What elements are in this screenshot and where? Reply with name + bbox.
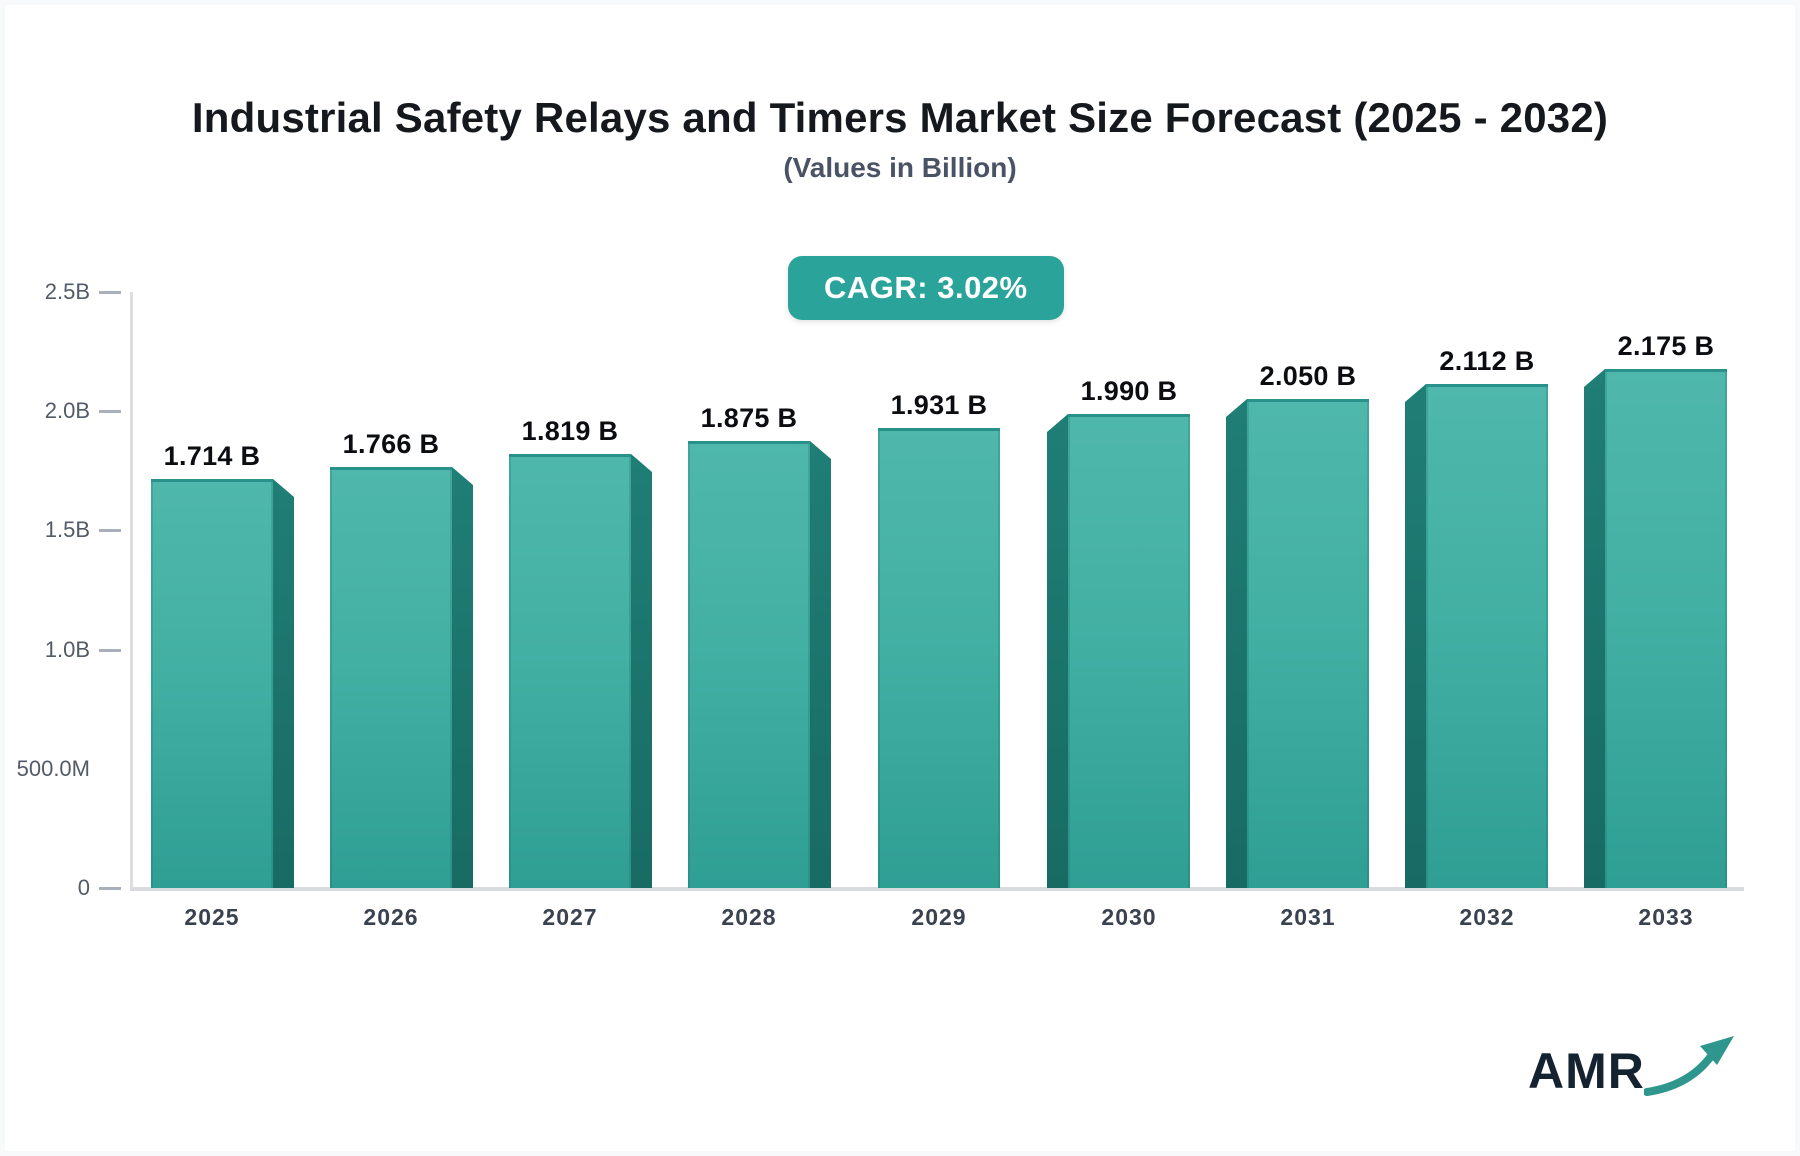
- bar-side-2033: [1584, 369, 1605, 888]
- bar-value-label: 1.931 B: [890, 390, 988, 420]
- bar-face-2032: [1426, 384, 1548, 888]
- chart-subtitle: (Values in Billion): [783, 152, 1017, 183]
- bar-2032[interactable]: [1405, 384, 1548, 888]
- bar-2030[interactable]: [1047, 414, 1190, 888]
- bar-face-2033: [1605, 369, 1727, 888]
- chart-title: Industrial Safety Relays and Timers Mark…: [191, 94, 1609, 141]
- y-axis-tick: [99, 291, 121, 294]
- y-axis-label: 500.0M: [16, 755, 90, 781]
- bar-2028[interactable]: [688, 441, 831, 888]
- y-axis-label: 2.5B: [44, 279, 90, 304]
- bar-value-label: 2.112 B: [1439, 346, 1535, 376]
- bar-face-2031: [1247, 399, 1369, 888]
- bar-face-2029: [878, 428, 1000, 888]
- bar-side-2027: [631, 454, 652, 888]
- amr-logo-text: AMR: [1528, 1043, 1645, 1099]
- x-axis-label-2027: 2027: [542, 904, 598, 930]
- x-axis-line: [130, 887, 1744, 891]
- bar-side-2025: [273, 479, 294, 888]
- bar-value-label: 1.766 B: [342, 429, 440, 459]
- bar-value-label: 1.819 B: [521, 416, 619, 446]
- amr-logo: AMR: [1528, 1034, 1734, 1118]
- x-axis-label-2031: 2031: [1280, 904, 1336, 930]
- bar-value-label: 2.175 B: [1617, 331, 1715, 361]
- x-axis-label-2025: 2025: [184, 904, 240, 930]
- bar-face-2026: [330, 467, 452, 888]
- x-axis-label-2029: 2029: [911, 904, 967, 930]
- y-axis-label: 1.5B: [44, 517, 90, 543]
- y-axis-tick: [99, 648, 121, 652]
- y-axis-label: 0: [77, 875, 90, 900]
- bar-side-2032: [1405, 384, 1426, 888]
- bar-2025[interactable]: [151, 479, 294, 888]
- y-axis-label: 2.0B: [44, 398, 90, 424]
- growth-arrow-icon: [1644, 1036, 1734, 1096]
- y-axis-line: [130, 292, 133, 891]
- bar-side-2026: [452, 467, 473, 888]
- bar-value-label: 1.714 B: [163, 441, 261, 471]
- bar-side-2028: [810, 441, 831, 888]
- y-axis-label: 1.0B: [44, 636, 90, 662]
- bar-face-2027: [509, 454, 631, 888]
- bar-value-label: 1.990 B: [1080, 376, 1178, 406]
- bar-2026[interactable]: [330, 467, 473, 888]
- x-axis-label-2033: 2033: [1638, 904, 1694, 930]
- bar-2033[interactable]: [1584, 369, 1727, 888]
- x-axis-label-2028: 2028: [721, 904, 777, 930]
- x-axis-label-2030: 2030: [1101, 904, 1157, 930]
- bar-value-label: 1.875 B: [700, 403, 798, 433]
- y-axis-tick: [99, 410, 121, 414]
- bar-2031[interactable]: [1226, 399, 1369, 888]
- y-axis-tick: [99, 887, 121, 890]
- x-axis-label-2032: 2032: [1459, 904, 1515, 930]
- bar-face-2028: [688, 441, 810, 888]
- bar-side-2030: [1047, 414, 1068, 888]
- cagr-badge: CAGR: 3.02%: [788, 256, 1064, 320]
- bar-side-2031: [1226, 399, 1247, 888]
- y-axis-tick: [99, 529, 121, 533]
- bar-face-2030: [1068, 414, 1190, 888]
- bar-value-label: 2.050 B: [1259, 361, 1357, 391]
- bar-2029[interactable]: [878, 428, 1000, 888]
- x-axis-label-2026: 2026: [363, 904, 419, 930]
- bar-2027[interactable]: [509, 454, 652, 888]
- bar-face-2025: [151, 479, 273, 888]
